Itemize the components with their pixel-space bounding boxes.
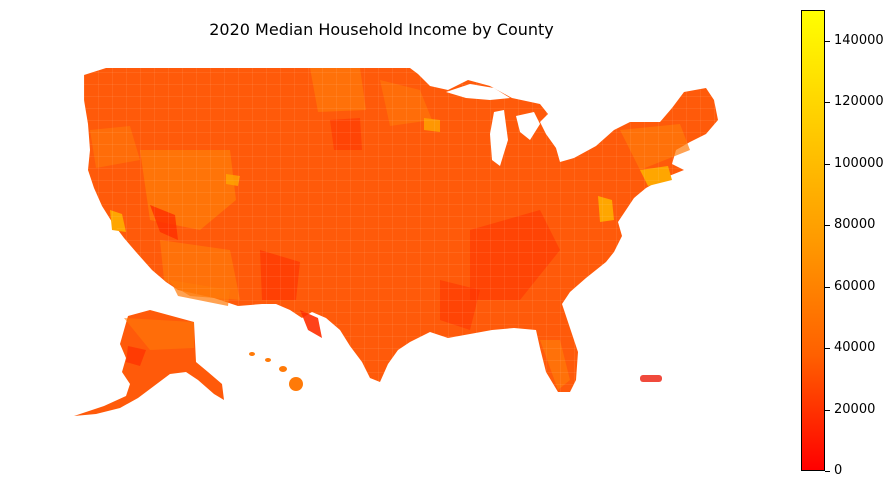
colorbar-tick-label: 60000	[834, 278, 876, 294]
map-title: 2020 Median Household Income by County	[209, 20, 554, 39]
lake-michigan	[490, 110, 508, 166]
hawaii-island	[289, 377, 303, 391]
hawaii-kauai	[249, 352, 255, 356]
lake-huron	[516, 112, 540, 140]
puerto-rico	[640, 375, 662, 382]
colorbar-tick-label: 120000	[834, 94, 884, 110]
colorbar	[801, 10, 825, 471]
colorbar-tick	[825, 40, 830, 42]
colorbar-tick	[825, 102, 830, 104]
county-boundaries	[84, 68, 718, 392]
colorbar-tick-label: 100000	[834, 155, 884, 171]
colorbar-tick-label: 140000	[834, 32, 884, 48]
hawaii-oahu	[265, 358, 271, 362]
colorbar-tick	[825, 163, 830, 165]
colorbar-tick	[825, 286, 830, 288]
lake-superior	[446, 84, 510, 100]
colorbar-tick	[825, 471, 830, 472]
colorbar-tick	[825, 225, 830, 227]
colorbar-tick	[825, 409, 830, 411]
colorbar-tick-label: 40000	[834, 340, 876, 356]
hawaii-maui	[279, 366, 287, 372]
colorbar-tick-label: 20000	[834, 401, 876, 417]
colorbar-tick-label: 80000	[834, 217, 876, 233]
colorbar-tick-label: 0	[834, 463, 843, 478]
colorbar-tick	[825, 348, 830, 350]
county-choropleth-map	[74, 68, 718, 416]
